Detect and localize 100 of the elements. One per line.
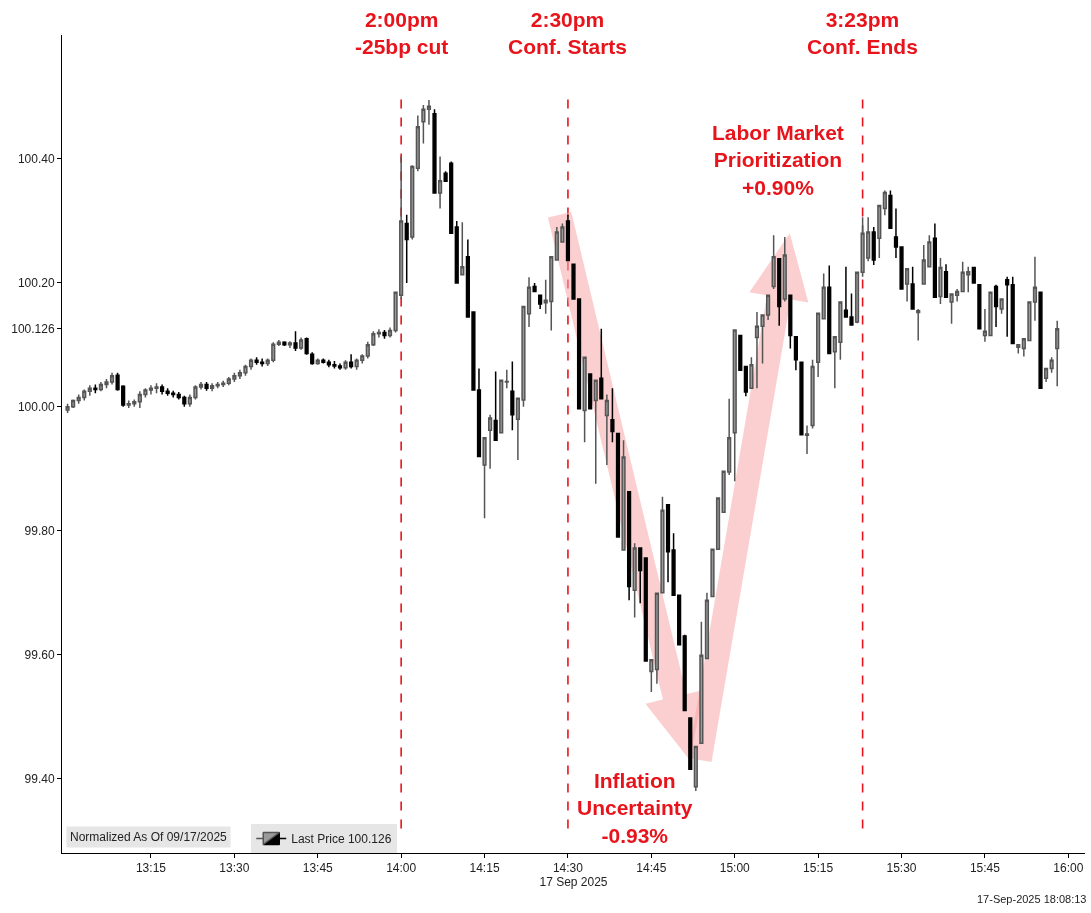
candlestick <box>626 490 632 601</box>
candlestick <box>877 204 882 259</box>
candlestick <box>882 189 887 217</box>
candlestick <box>1005 275 1010 338</box>
candlestick <box>287 340 293 349</box>
candlestick <box>777 257 782 327</box>
candlestick <box>343 359 348 371</box>
candlestick <box>904 267 910 303</box>
candlestick <box>682 634 687 712</box>
candlestick <box>816 312 821 378</box>
candlestick <box>1055 319 1060 388</box>
candlestick <box>771 234 776 290</box>
candlestick <box>916 308 921 342</box>
x-tick-label: 14:30 <box>552 861 584 876</box>
annotation: Normalized As Of 09/17/2025 <box>70 830 228 844</box>
candlestick <box>699 621 704 745</box>
candlestick <box>749 356 754 389</box>
candlestick <box>437 155 443 210</box>
candlestick <box>210 382 215 393</box>
x-axis-title: 17 Sep 2025 <box>539 875 608 890</box>
candlestick <box>510 360 515 432</box>
candlestick <box>1010 275 1015 345</box>
candlestick <box>1016 344 1021 355</box>
candlestick <box>282 341 287 347</box>
candlestick <box>943 263 949 298</box>
candlestick <box>87 384 92 397</box>
candlestick <box>604 393 609 466</box>
y-tick-label: 99.60 <box>24 647 55 662</box>
text: 17-Sep-2025 18:08:13 <box>977 893 1087 905</box>
annotation: Inflation Uncertainty -0.93% <box>577 769 693 847</box>
candlestick <box>582 356 587 443</box>
candlestick <box>732 329 737 482</box>
candlestick <box>410 164 415 241</box>
candlestick <box>810 358 815 430</box>
candlestick <box>432 108 437 194</box>
candlestick <box>204 381 209 392</box>
candlestick <box>827 264 832 355</box>
candlestick <box>1043 367 1049 383</box>
ref-line-label: 3:23pm Conf. Ends <box>807 8 918 59</box>
candlestick <box>276 339 281 347</box>
candlestick <box>793 336 798 372</box>
candlestick <box>615 432 621 538</box>
y-tick-label: 100.00 <box>17 400 55 415</box>
candlestick <box>315 357 320 365</box>
x-tick-label: 14:45 <box>636 861 667 876</box>
ref-line-label: 2:30pm Conf. Starts <box>508 8 628 59</box>
candlestick <box>599 327 604 400</box>
candlestick <box>493 370 498 442</box>
candlestick <box>999 298 1004 315</box>
candlestick <box>454 220 459 284</box>
candlestick <box>376 328 382 339</box>
ref-line-label: 2:00pm -25bp cut <box>355 8 449 59</box>
candlestick <box>743 365 748 398</box>
candlestick <box>588 373 593 410</box>
candlestick <box>349 353 354 370</box>
candlestick <box>704 591 710 660</box>
annotation: Labor Market Prioritization +0.90% <box>712 121 844 199</box>
candlestick <box>404 213 409 284</box>
candlestick <box>977 283 982 330</box>
candlestick <box>932 222 937 298</box>
candlestick <box>482 437 487 520</box>
candlestick <box>93 383 98 394</box>
candlestick <box>532 282 537 293</box>
y-tick-label: 99.80 <box>24 523 55 538</box>
candlestick <box>382 329 387 340</box>
x-tick-label: 15:45 <box>969 861 1001 876</box>
candlestick <box>649 658 654 693</box>
candlestick <box>1049 356 1054 374</box>
candlestick <box>565 213 571 262</box>
candlestick <box>993 283 999 328</box>
legend-label: Last Price 100.126 <box>291 832 392 847</box>
x-tick-label: 13:45 <box>302 861 334 876</box>
candlestick <box>888 189 893 230</box>
candlestick <box>499 379 504 434</box>
y-tick-label: 100.20 <box>17 276 55 291</box>
x-tick-label: 15:15 <box>803 861 834 876</box>
candlestick <box>487 414 493 470</box>
candlestick <box>854 271 860 324</box>
candlestick <box>871 226 876 266</box>
candlestick <box>660 495 665 594</box>
candlestick <box>298 336 304 351</box>
x-tick-label: 16:00 <box>1053 861 1084 876</box>
candlestick <box>1038 291 1043 389</box>
candlestick <box>738 334 743 372</box>
candlestick <box>643 557 648 662</box>
candlestick <box>693 745 698 792</box>
candlestick <box>971 266 976 284</box>
candlestick <box>821 272 826 320</box>
candlestick <box>788 294 793 350</box>
y-tick-label: 100.40 <box>17 152 55 167</box>
candlestick <box>593 379 598 485</box>
candlestick <box>610 387 615 443</box>
candlestick <box>415 114 420 173</box>
candlestick <box>938 257 943 305</box>
x-tick-label: 15:30 <box>886 861 917 876</box>
candlestick <box>632 542 637 619</box>
y-tick-label: 99.40 <box>24 771 55 786</box>
x-tick-label: 14:00 <box>386 861 417 876</box>
x-tick-label: 15:00 <box>719 861 751 876</box>
candlestick <box>910 266 915 310</box>
